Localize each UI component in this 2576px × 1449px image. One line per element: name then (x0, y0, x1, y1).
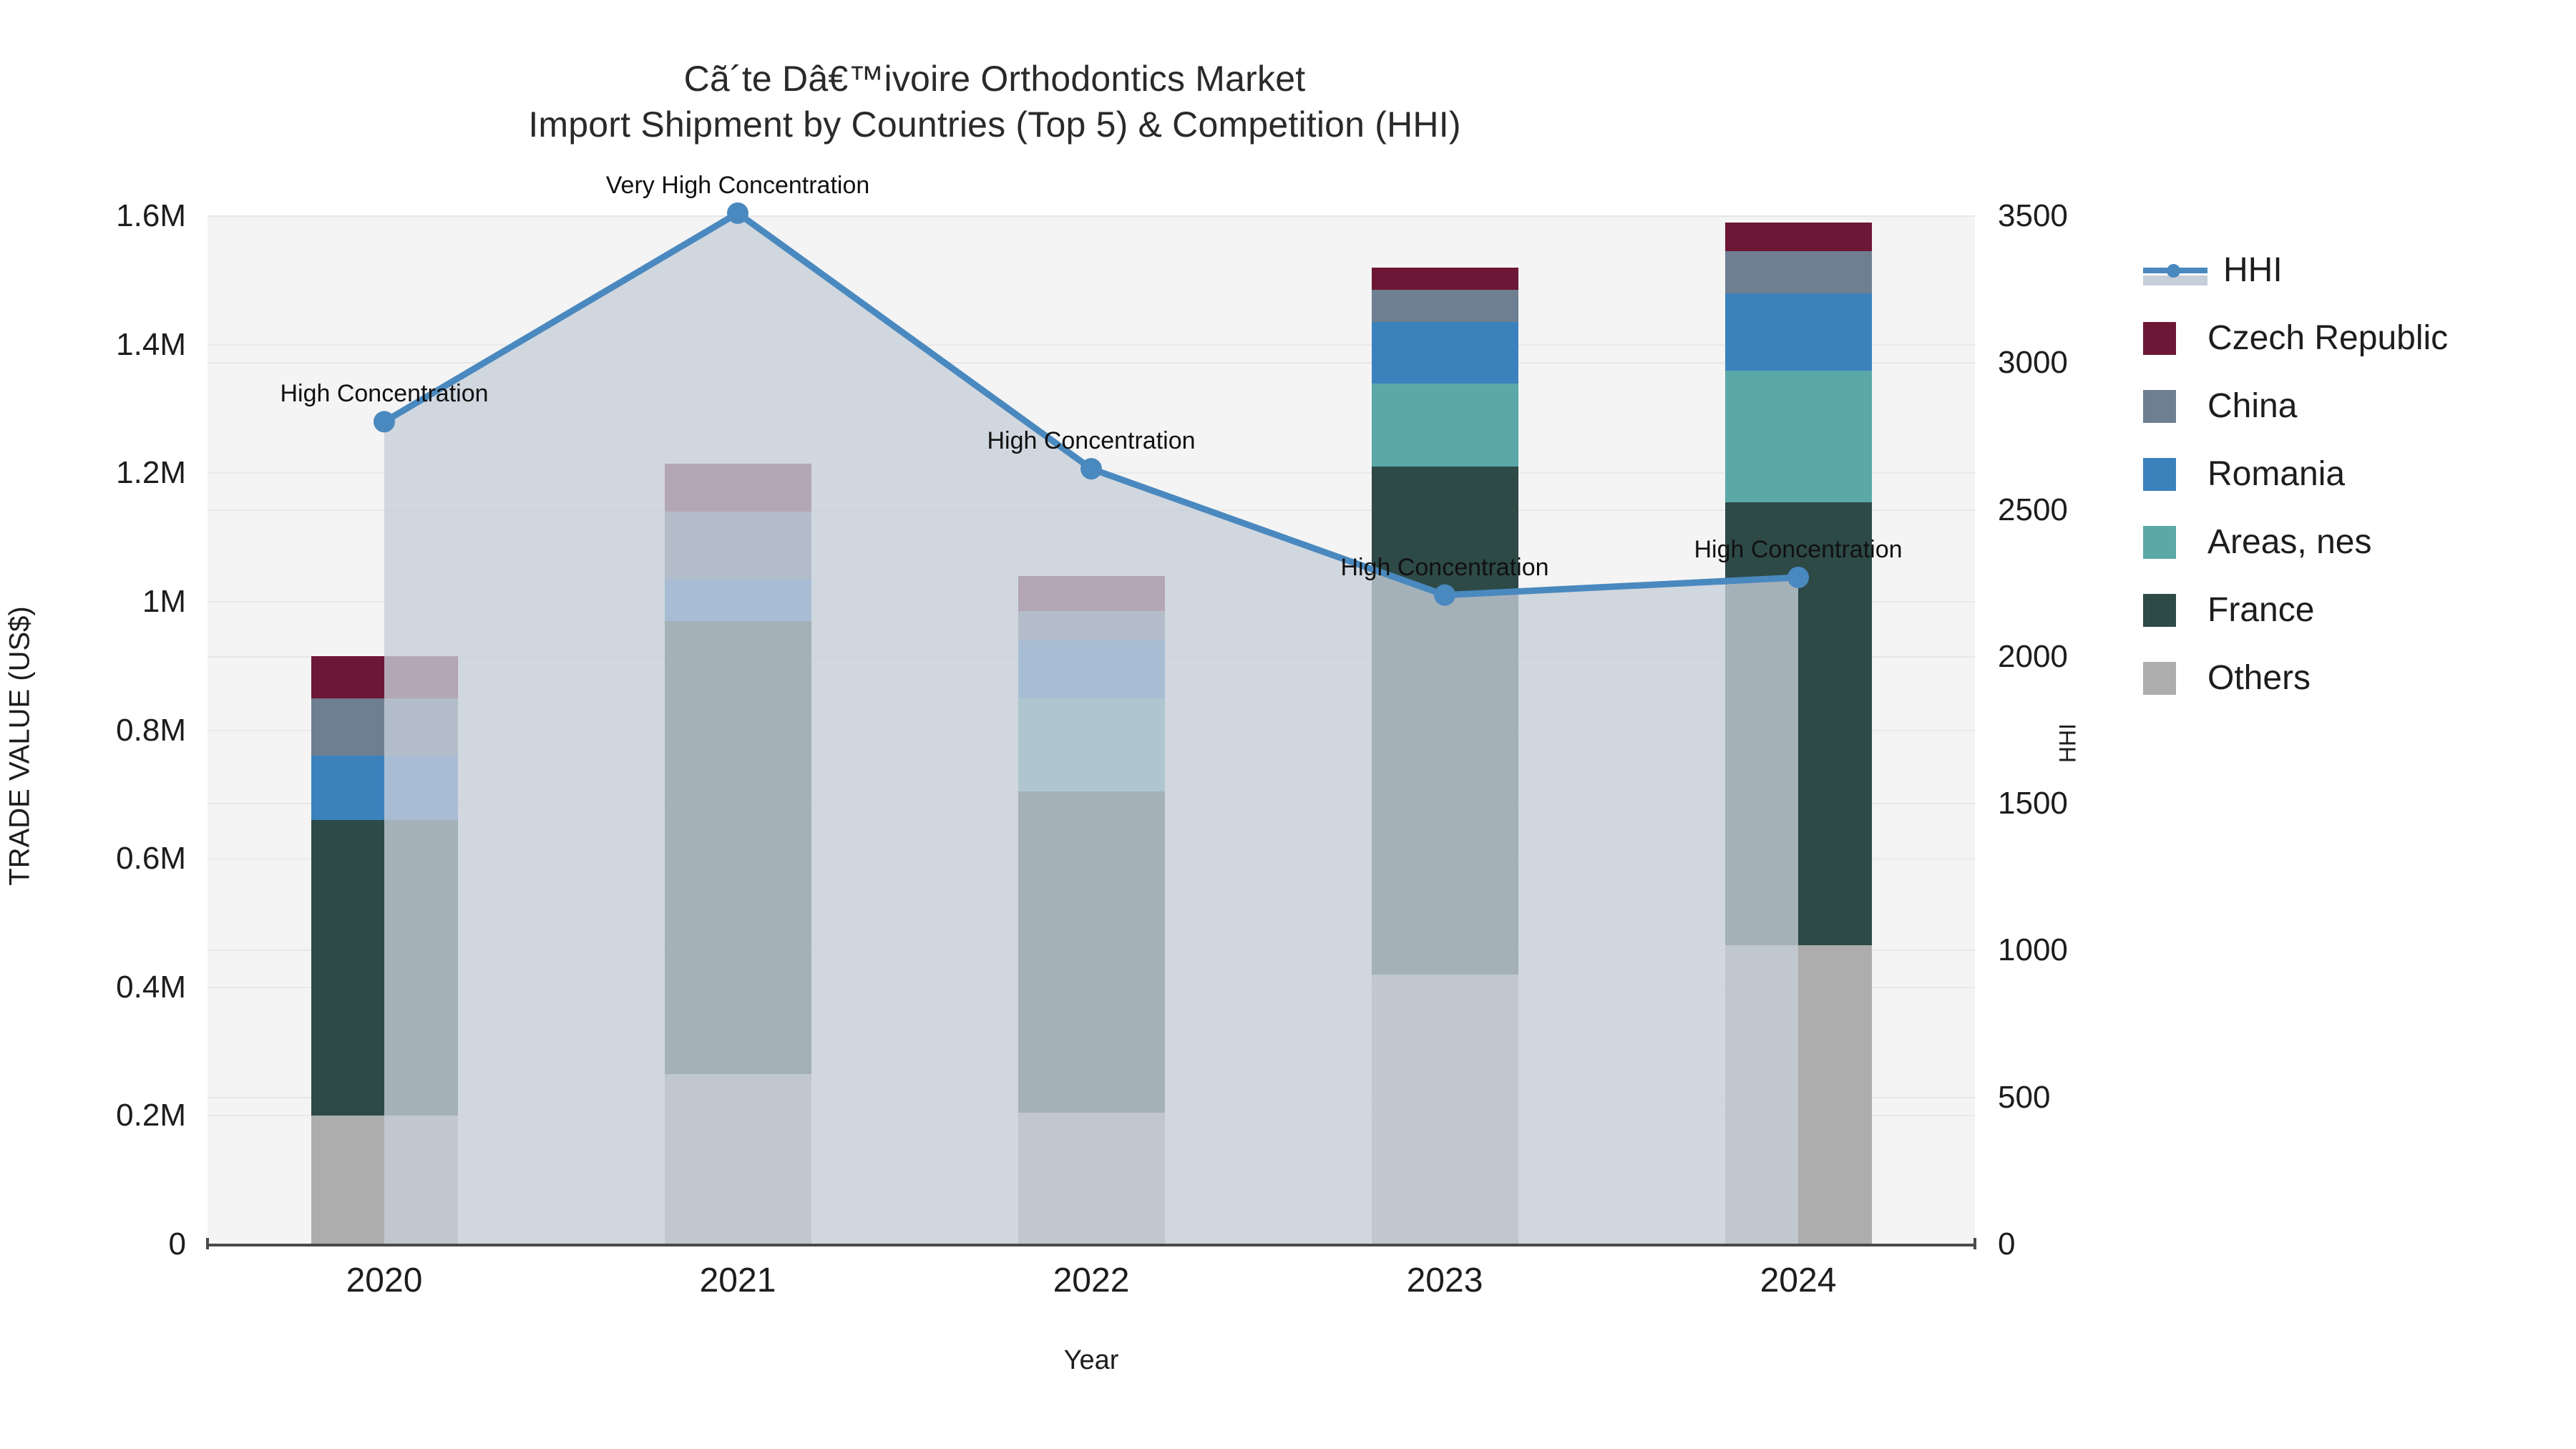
bar-segment-2021-france[interactable] (664, 620, 811, 1074)
x-tick-2020: 2020 (346, 1262, 423, 1299)
legend-item-areas-nes[interactable]: Areas, nes (2143, 508, 2448, 576)
annotation-2022: High Concentration (987, 427, 1196, 455)
bar-group-2023[interactable] (1371, 216, 1518, 1244)
y-tick-left-0.4M: 0.4M (116, 969, 186, 1005)
legend-line-icon (2143, 254, 2207, 287)
chart-title: Cã´te Dâ€™ivoire Orthodontics Market Imp… (0, 56, 1989, 147)
bar-segment-2020-others[interactable] (311, 1116, 458, 1244)
legend-swatch-icon (2143, 525, 2176, 559)
bar-segment-2023-areas-nes[interactable] (1371, 383, 1518, 467)
legend-item-hhi[interactable]: HHI (2143, 236, 2448, 304)
x-tick-2023: 2023 (1406, 1262, 1483, 1299)
y-tick-left-1.2M: 1.2M (116, 455, 186, 491)
y-axis-left-label: TRADE VALUE (US$) (4, 606, 36, 886)
bar-segment-2022-france[interactable] (1018, 791, 1165, 1113)
bar-group-2020[interactable] (311, 216, 458, 1244)
y-tick-right-0: 0 (1998, 1226, 2016, 1262)
bar-group-2024[interactable] (1724, 216, 1872, 1244)
y-tick-right-3500: 3500 (1998, 198, 2068, 233)
legend-swatch-icon (2143, 661, 2176, 695)
legend-item-label: HHI (2223, 251, 2283, 289)
legend-swatch-icon (2143, 457, 2176, 491)
y-tick-right-3000: 3000 (1998, 345, 2068, 381)
bar-group-2021[interactable] (664, 216, 811, 1244)
bar-segment-2022-others[interactable] (1018, 1112, 1165, 1244)
bar-segment-2024-areas-nes[interactable] (1724, 370, 1872, 502)
bar-segment-2024-romania[interactable] (1724, 293, 1872, 371)
bar-segment-2024-others[interactable] (1724, 945, 1872, 1244)
bar-segment-2020-romania[interactable] (311, 756, 458, 821)
legend-item-label: Czech Republic (2207, 319, 2449, 357)
bar-segment-2023-romania[interactable] (1371, 322, 1518, 384)
legend-swatch-icon (2143, 389, 2176, 423)
bar-segment-2020-china[interactable] (311, 698, 458, 756)
y-tick-left-0.2M: 0.2M (116, 1098, 186, 1133)
x-tick-2024: 2024 (1760, 1262, 1837, 1299)
bar-segment-2023-china[interactable] (1371, 290, 1518, 323)
y-tick-left-1.6M: 1.6M (116, 198, 186, 233)
bar-segment-2023-czech-republic[interactable] (1371, 267, 1518, 291)
legend-item-czech-republic[interactable]: Czech Republic (2143, 304, 2448, 372)
bar-segment-2021-romania[interactable] (664, 579, 811, 621)
y-tick-right-500: 500 (1998, 1079, 2051, 1115)
x-axis-label: Year (1063, 1345, 1119, 1375)
legend-item-china[interactable]: China (2143, 372, 2448, 440)
legend-item-romania[interactable]: Romania (2143, 440, 2448, 508)
bar-group-2022[interactable] (1018, 216, 1165, 1244)
chart-title-line-1: Cã´te Dâ€™ivoire Orthodontics Market (683, 59, 1306, 99)
legend-swatch-icon (2143, 593, 2176, 627)
legend-item-label: Areas, nes (2207, 523, 2372, 561)
annotation-2024: High Concentration (1694, 536, 1903, 563)
bar-segment-2024-france[interactable] (1724, 502, 1872, 946)
y-tick-left-0.6M: 0.6M (116, 841, 186, 877)
bar-segment-2022-czech-republic[interactable] (1018, 575, 1165, 612)
y-tick-right-2500: 2500 (1998, 492, 2068, 527)
bar-segment-2021-china[interactable] (664, 512, 811, 580)
y-tick-left-0.8M: 0.8M (116, 712, 186, 748)
bar-segment-2020-france[interactable] (311, 820, 458, 1116)
y-tick-left-1M: 1M (142, 583, 186, 619)
annotation-2023: High Concentration (1340, 553, 1549, 581)
bar-segment-2024-czech-republic[interactable] (1724, 222, 1872, 252)
annotation-2020: High Concentration (280, 380, 489, 408)
bar-segment-2022-areas-nes[interactable] (1018, 698, 1165, 791)
annotation-2021: Very High Concentration (605, 171, 870, 199)
bar-segment-2021-czech-republic[interactable] (664, 463, 811, 512)
x-tick-2021: 2021 (699, 1262, 776, 1299)
x-axis-line (208, 1244, 1975, 1246)
bar-segment-2022-romania[interactable] (1018, 640, 1165, 698)
y-axis-right-label: HHI (2054, 723, 2081, 763)
bar-segment-2020-czech-republic[interactable] (311, 656, 458, 698)
y-tick-left-1.4M: 1.4M (116, 326, 186, 362)
x-axis-left-cap (206, 1238, 209, 1249)
bar-segment-2024-china[interactable] (1724, 251, 1872, 293)
legend: HHI Czech Republic China Romania Areas, nes F… (2143, 236, 2448, 712)
bar-segment-2023-others[interactable] (1371, 974, 1518, 1244)
x-tick-2022: 2022 (1053, 1262, 1130, 1299)
y-tick-left-0: 0 (168, 1226, 186, 1262)
bar-segment-2022-china[interactable] (1018, 611, 1165, 640)
y-tick-right-1000: 1000 (1998, 932, 2068, 968)
x-axis-right-cap (1974, 1238, 1976, 1249)
bar-segment-2021-others[interactable] (664, 1073, 811, 1244)
legend-item-label: France (2207, 591, 2315, 629)
legend-item-label: Others (2207, 659, 2311, 697)
y-tick-right-2000: 2000 (1998, 638, 2068, 674)
legend-swatch-icon (2143, 321, 2176, 355)
legend-item-label: China (2207, 387, 2298, 425)
y-tick-right-1500: 1500 (1998, 786, 2068, 821)
chart-title-line-2: Import Shipment by Countries (Top 5) & C… (528, 104, 1461, 145)
bar-segment-2023-france[interactable] (1371, 467, 1518, 975)
legend-item-label: Romania (2207, 455, 2346, 493)
legend-item-france[interactable]: France (2143, 576, 2448, 644)
legend-item-others[interactable]: Others (2143, 644, 2448, 712)
